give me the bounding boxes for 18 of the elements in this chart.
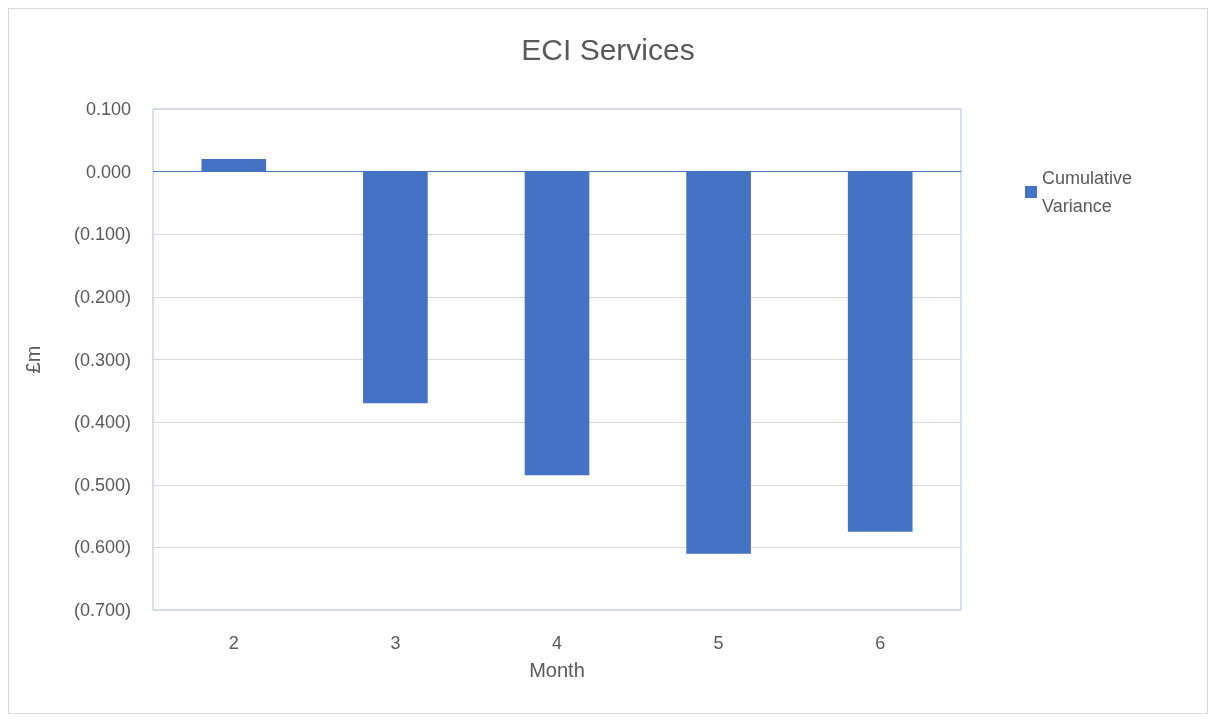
x-tick-label: 2 <box>228 633 239 653</box>
chart-title: ECI Services <box>521 32 695 66</box>
y-tick-label: (0.200) <box>73 286 131 307</box>
y-tick-label: 0.000 <box>85 161 131 182</box>
y-axis-title: £m <box>22 345 44 374</box>
x-axis-title: Month <box>529 659 585 681</box>
y-tick-label: (0.700) <box>73 600 131 620</box>
x-tick-label: 4 <box>551 633 563 653</box>
y-tick-label: (0.500) <box>73 474 131 495</box>
y-tick-label: (0.600) <box>73 537 131 558</box>
legend-label: Cumulative Variance <box>1042 168 1138 216</box>
y-tick-label: (0.400) <box>73 412 131 433</box>
x-tick-label: 3 <box>390 633 401 653</box>
y-tick-label: (0.100) <box>73 224 131 245</box>
x-tick-label: 6 <box>875 633 886 653</box>
y-tick-label: 0.100 <box>85 99 131 119</box>
x-tick-label: 5 <box>713 633 724 653</box>
y-tick-label: (0.300) <box>73 349 131 370</box>
